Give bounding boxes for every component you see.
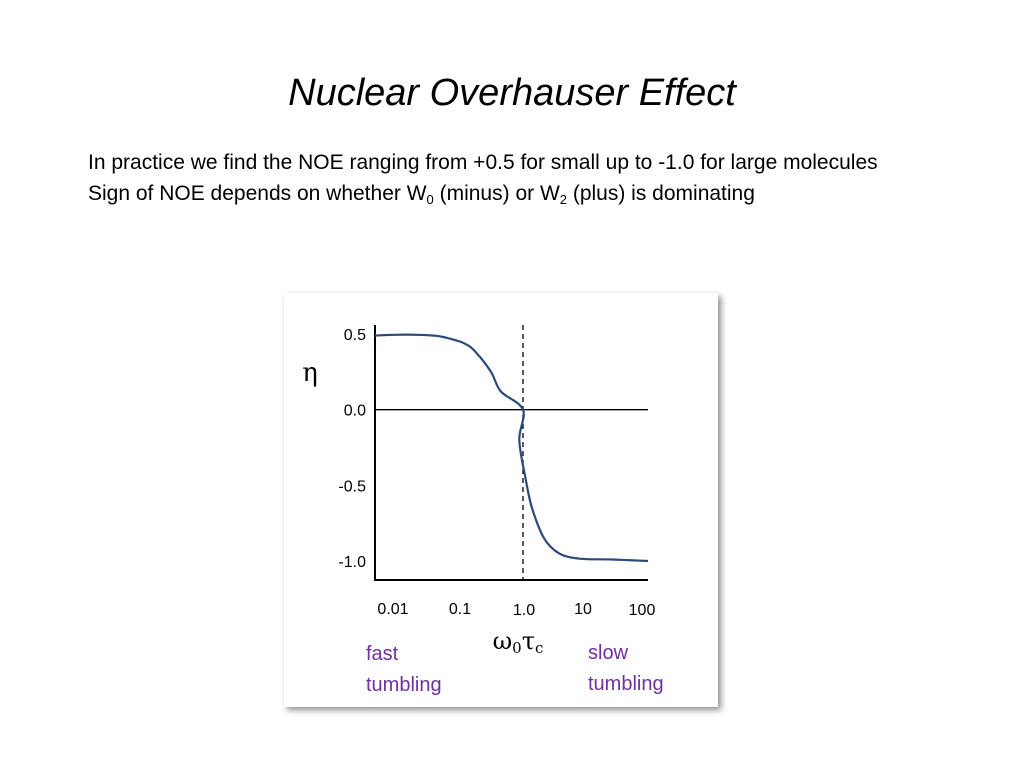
noe-curve: [374, 333, 649, 563]
reference-lines: [375, 325, 648, 580]
body-line-1: In practice we find the NOE ranging from…: [88, 151, 878, 174]
x-axis-label-tau: τ: [522, 627, 535, 655]
series-group: [374, 333, 649, 563]
x-tick-label: 1.0: [513, 602, 535, 619]
body-line-2-sub-0: 0: [426, 192, 434, 207]
x-tick-label: 0.01: [377, 601, 408, 618]
x-axis-label-sub-c: c: [535, 639, 543, 657]
x-axis-label-omega: ω: [493, 627, 513, 655]
fast-tumbling-label-line1: fast: [366, 643, 399, 665]
body-line-2-pre: Sign of NOE depends on whether W: [88, 182, 427, 205]
x-tick-label: 0.1: [449, 601, 471, 618]
body-line-2: Sign of NOE depends on whether W0 (minus…: [88, 178, 948, 209]
y-tick-label: -1.0: [338, 554, 366, 571]
y-tick-label: 0.5: [344, 327, 366, 344]
x-tick-label: 100: [629, 602, 656, 619]
body-line-2-mid: (minus) or W: [433, 182, 560, 205]
slide-title: Nuclear Overhauser Effect: [288, 72, 736, 114]
y-tick-label: -0.5: [338, 478, 366, 495]
y-tick-labels: 0.5 0.0 -0.5 -1.0: [338, 327, 366, 571]
y-axis-label: η: [302, 358, 318, 388]
body-line-2-post: (plus) is dominating: [567, 182, 755, 205]
slide-body: In practice we find the NOE ranging from…: [88, 147, 948, 209]
y-tick-label: 0.0: [344, 403, 366, 420]
noe-chart: 0.5 0.0 -0.5 -1.0 0.01 0.1 1.0 10 100 η ω0τc fa…: [302, 325, 664, 696]
x-tick-labels: 0.01 0.1 1.0 10 100: [377, 601, 655, 619]
fast-tumbling-label-line2: tumbling: [366, 674, 442, 696]
slow-tumbling-label-line1: slow: [588, 642, 629, 664]
noe-chart-figure: 0.5 0.0 -0.5 -1.0 0.01 0.1 1.0 10 100 η ω0τc fa…: [284, 293, 718, 707]
slow-tumbling-label-line2: tumbling: [588, 673, 664, 695]
body-line-2-sub-2: 2: [559, 192, 567, 207]
x-axis-label: ω0τc: [493, 627, 544, 657]
x-tick-label: 10: [574, 601, 592, 618]
x-axis-label-sub-0: 0: [512, 639, 522, 657]
